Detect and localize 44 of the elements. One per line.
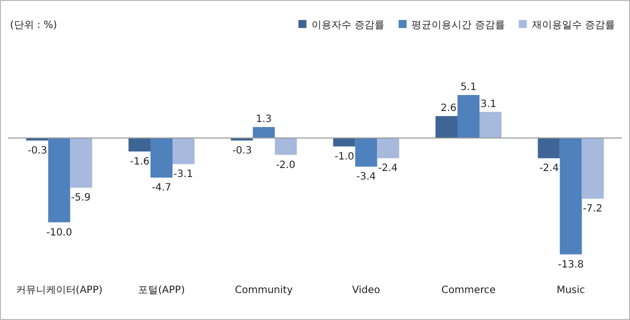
bar xyxy=(355,138,378,167)
data-label: -2.4 xyxy=(378,163,398,174)
bar xyxy=(333,138,356,146)
data-label: -5.9 xyxy=(71,192,91,204)
bar xyxy=(48,138,70,222)
bar xyxy=(377,138,400,158)
data-label: -3.4 xyxy=(356,172,376,183)
data-label: -0.3 xyxy=(28,146,48,157)
data-label: 3.1 xyxy=(480,98,496,110)
legend-label: 평균이용시간 증감률 xyxy=(412,20,505,31)
data-label: 1.3 xyxy=(256,114,272,126)
x-tick-label: Commerce xyxy=(441,285,496,296)
data-label: 2.6 xyxy=(440,103,456,114)
legend-label: 재이용일수 증감률 xyxy=(532,20,615,31)
bar xyxy=(128,138,150,152)
bar xyxy=(458,95,480,138)
data-label: -3.1 xyxy=(174,169,194,180)
x-tick-label: 포털(APP) xyxy=(138,285,185,296)
bar xyxy=(252,127,275,138)
text: (단위 : %) xyxy=(10,20,58,31)
data-label: -2.4 xyxy=(539,163,559,174)
data-label: -7.2 xyxy=(582,204,602,215)
bar xyxy=(70,138,92,188)
bar xyxy=(560,138,582,254)
data-label: -10.0 xyxy=(46,227,72,238)
data-label: -1.6 xyxy=(130,156,150,168)
bar xyxy=(582,138,604,199)
bar xyxy=(480,112,502,138)
bar xyxy=(172,138,194,164)
data-label: 5.1 xyxy=(460,82,476,93)
bar xyxy=(538,138,560,158)
bar xyxy=(274,138,297,155)
x-tick-label: Music xyxy=(556,285,586,296)
bar xyxy=(436,116,458,138)
data-label: -2.0 xyxy=(276,160,296,171)
data-label: -13.8 xyxy=(558,259,584,270)
data-label: -4.7 xyxy=(152,182,172,194)
bar xyxy=(150,138,172,178)
data-label: -1.0 xyxy=(334,151,354,162)
x-tick-label: Community xyxy=(234,285,293,296)
legend-label: 이용자수 증감률 xyxy=(311,20,385,31)
data-label: -0.3 xyxy=(232,146,252,157)
x-tick-label: 커뮤니케이터(APP) xyxy=(16,285,103,296)
x-tick-label: Video xyxy=(352,285,380,296)
